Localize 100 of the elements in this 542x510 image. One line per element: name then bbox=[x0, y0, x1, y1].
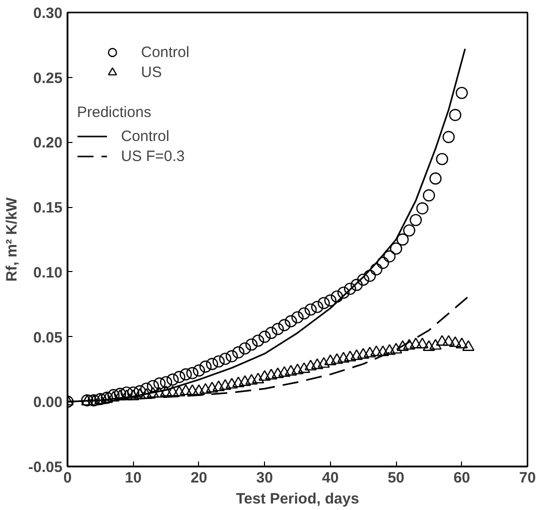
point bbox=[232, 346, 244, 358]
y-tick-label: 0.10 bbox=[33, 264, 63, 282]
point bbox=[265, 368, 278, 380]
point bbox=[376, 256, 390, 269]
point bbox=[212, 355, 225, 368]
point bbox=[436, 152, 448, 166]
point bbox=[245, 338, 258, 351]
point bbox=[140, 382, 152, 395]
x-tick-label: 20 bbox=[190, 470, 208, 486]
point bbox=[429, 338, 442, 350]
point bbox=[416, 338, 428, 348]
point bbox=[442, 335, 455, 346]
x-tick-label: 40 bbox=[322, 470, 339, 486]
legend-label: Control bbox=[141, 44, 190, 60]
point bbox=[403, 224, 416, 237]
point bbox=[212, 380, 225, 392]
x-tick-label: 50 bbox=[388, 470, 404, 486]
point bbox=[304, 303, 317, 316]
point bbox=[160, 376, 172, 388]
point bbox=[252, 334, 264, 347]
point bbox=[192, 384, 206, 396]
point bbox=[166, 374, 179, 386]
point bbox=[410, 214, 422, 226]
legend-label: US F=0.3 bbox=[121, 148, 185, 164]
point bbox=[456, 86, 468, 100]
point bbox=[449, 336, 462, 348]
point bbox=[226, 350, 238, 362]
legend-title: Predictions bbox=[77, 104, 152, 121]
point bbox=[284, 315, 298, 328]
point bbox=[199, 383, 212, 394]
point bbox=[429, 172, 442, 185]
point bbox=[422, 340, 436, 351]
point bbox=[462, 340, 474, 351]
point bbox=[258, 330, 271, 343]
point bbox=[364, 270, 376, 282]
point bbox=[357, 348, 370, 359]
y-axis-title: Rf, m² K/kW bbox=[3, 196, 20, 282]
point bbox=[278, 319, 290, 332]
point bbox=[350, 349, 363, 360]
point bbox=[344, 350, 356, 362]
point bbox=[272, 367, 284, 378]
point bbox=[219, 379, 232, 390]
point bbox=[120, 386, 133, 399]
point bbox=[350, 278, 363, 291]
point bbox=[173, 386, 186, 396]
point bbox=[180, 368, 192, 380]
legend-label: US bbox=[141, 64, 162, 80]
point bbox=[284, 364, 298, 376]
point bbox=[324, 294, 336, 307]
y-tick-label: 0.20 bbox=[33, 134, 63, 152]
point bbox=[180, 384, 192, 396]
point bbox=[265, 326, 278, 339]
y-tick-label: 0.15 bbox=[33, 200, 63, 217]
point bbox=[318, 296, 330, 310]
point bbox=[232, 376, 244, 388]
point bbox=[206, 382, 218, 392]
point bbox=[442, 130, 455, 144]
point bbox=[166, 386, 179, 396]
point bbox=[403, 338, 416, 350]
point bbox=[173, 370, 186, 384]
y-tick-label: 0.25 bbox=[33, 70, 63, 87]
point bbox=[311, 300, 324, 314]
point bbox=[245, 374, 258, 385]
x-tick-label: 70 bbox=[519, 470, 536, 486]
point bbox=[337, 286, 350, 299]
y-tick-label: 0.00 bbox=[33, 394, 63, 412]
point bbox=[134, 385, 146, 398]
point bbox=[370, 345, 382, 356]
point bbox=[160, 386, 172, 396]
point bbox=[330, 290, 344, 303]
point bbox=[344, 282, 356, 295]
point bbox=[298, 307, 310, 320]
legend-label: Control bbox=[121, 128, 170, 144]
point bbox=[127, 386, 140, 399]
point bbox=[311, 358, 324, 370]
point bbox=[238, 375, 252, 386]
point bbox=[449, 108, 462, 122]
x-tick-label: 30 bbox=[256, 470, 273, 486]
point bbox=[186, 367, 198, 380]
point bbox=[298, 362, 310, 373]
point bbox=[291, 364, 304, 374]
point bbox=[278, 366, 290, 377]
point bbox=[436, 335, 448, 346]
point bbox=[238, 342, 252, 355]
point bbox=[376, 345, 390, 356]
point bbox=[146, 386, 160, 398]
point bbox=[416, 202, 428, 214]
point bbox=[252, 372, 264, 384]
point bbox=[318, 357, 330, 368]
point bbox=[258, 370, 271, 381]
point bbox=[390, 342, 402, 354]
point bbox=[330, 353, 344, 364]
point bbox=[153, 386, 166, 398]
point bbox=[410, 338, 422, 348]
point bbox=[304, 360, 317, 370]
point bbox=[219, 352, 232, 365]
point bbox=[186, 384, 198, 396]
point bbox=[206, 358, 218, 370]
point bbox=[383, 344, 396, 355]
point bbox=[396, 340, 409, 351]
